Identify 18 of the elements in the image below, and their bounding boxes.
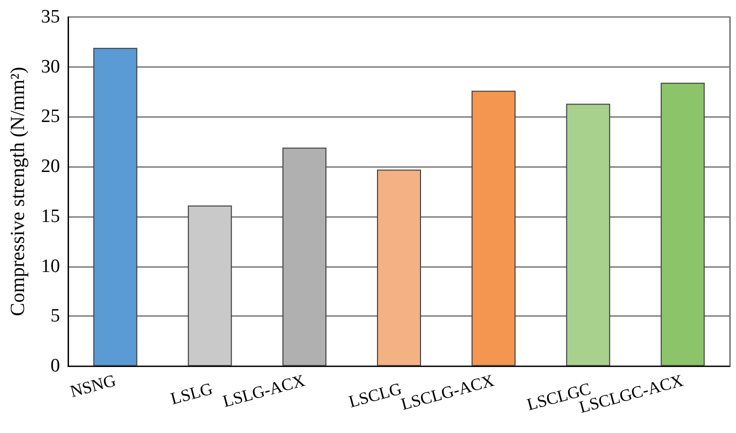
bar: [188, 205, 232, 366]
bar: [377, 170, 421, 366]
y-tick-label: 25: [41, 106, 60, 128]
y-tick-label: 5: [50, 306, 60, 327]
y-tick-label: 15: [41, 206, 60, 227]
bar: [93, 48, 138, 366]
bar: [472, 90, 516, 366]
bar: [660, 82, 705, 366]
x-tick-label: LSLG: [168, 379, 215, 408]
x-tick-label: NSNG: [68, 370, 118, 402]
bar: [282, 148, 326, 366]
y-tick-label: 20: [41, 156, 60, 178]
y-tick-label: 30: [41, 56, 60, 78]
y-axis-title: Compressive strength (N/mm²): [7, 66, 29, 316]
bar: [566, 104, 610, 366]
y-tick-label: 10: [41, 256, 60, 277]
y-tick-label: 0: [50, 356, 60, 376]
y-tick-label: 35: [41, 6, 60, 28]
